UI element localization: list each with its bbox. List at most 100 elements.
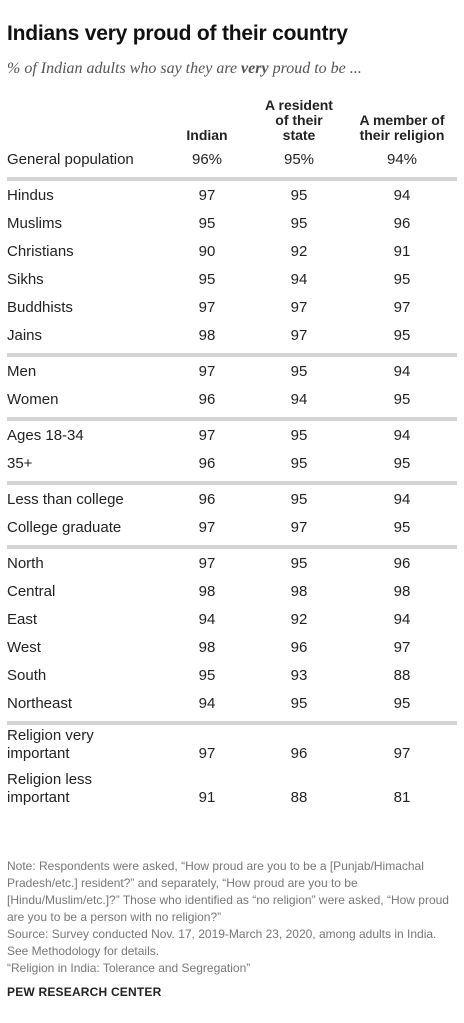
- table-cell: 97: [198, 427, 216, 444]
- table-cell: 94: [393, 611, 411, 628]
- table-cell: 81: [393, 789, 411, 806]
- table-cell: 96%: [191, 151, 223, 168]
- row-label: North: [7, 555, 44, 572]
- row-label: Religion less important: [7, 771, 157, 807]
- table-cell: 97: [393, 745, 411, 762]
- row-label: General population: [7, 151, 134, 168]
- table-cell: 95: [393, 695, 411, 712]
- table-row: West 98 96 97: [7, 635, 457, 663]
- table-row: Christians 90 92 91: [7, 239, 457, 267]
- table-cell: 94: [393, 187, 411, 204]
- column-header-line: Indian: [186, 127, 228, 143]
- table-cell: 96: [198, 391, 216, 408]
- column-header-line: their religion: [359, 127, 445, 143]
- row-label: Religion very important: [7, 727, 157, 763]
- row-label: Women: [7, 391, 59, 408]
- row-label: Men: [7, 363, 37, 380]
- table-cell: 95: [393, 327, 411, 344]
- table-row: Women 96 94 95: [7, 387, 457, 415]
- column-header-line: state: [282, 127, 316, 143]
- row-label-line: important: [7, 745, 70, 762]
- row-label: Northeast: [7, 695, 73, 712]
- table-row: Religion less important 91 88 81: [7, 771, 457, 815]
- table-cell: 92: [290, 611, 308, 628]
- group-separator: [7, 545, 457, 549]
- row-label: West: [7, 639, 41, 656]
- table-row: General population 96% 95% 94%: [7, 147, 457, 175]
- table-cell: 97: [290, 299, 308, 316]
- row-label-line: important: [7, 789, 70, 806]
- table-cell: 95: [290, 187, 308, 204]
- table-cell: 97: [198, 519, 216, 536]
- subtitle-emphasis: very: [241, 60, 269, 77]
- table-cell: 95: [290, 363, 308, 380]
- table-cell: 98: [198, 327, 216, 344]
- table-cell: 98: [198, 639, 216, 656]
- table-cell: 95: [290, 455, 308, 472]
- row-label: Less than college: [7, 491, 124, 508]
- table-cell: 96: [290, 745, 308, 762]
- table-cell: 94: [290, 391, 308, 408]
- table-cell: 96: [290, 639, 308, 656]
- table-row: Religion very important 97 96 97: [7, 727, 457, 771]
- table-cell: 97: [198, 187, 216, 204]
- table-row: Muslims 95 95 96: [7, 211, 457, 239]
- row-label: Jains: [7, 327, 43, 344]
- row-label: Central: [7, 583, 56, 600]
- subtitle-post: proud to be ...: [268, 60, 362, 77]
- table-cell: 96: [393, 555, 411, 572]
- row-label: Ages 18-34: [7, 427, 84, 444]
- table-cell: 95: [198, 667, 216, 684]
- table-row: Jains 98 97 95: [7, 323, 457, 351]
- column-header-line: A resident: [265, 97, 333, 113]
- group-separator: [7, 481, 457, 485]
- table-cell: 94: [198, 611, 216, 628]
- table-cell: 95: [290, 427, 308, 444]
- row-label: Christians: [7, 243, 74, 260]
- table-row: Less than college 96 95 94: [7, 487, 457, 515]
- table-row: Buddhists 97 97 97: [7, 295, 457, 323]
- table-cell: 98: [393, 583, 411, 600]
- table-row: Central 98 98 98: [7, 579, 457, 607]
- table-cell: 94: [393, 363, 411, 380]
- table-cell: 95%: [283, 151, 315, 168]
- table-cell: 91: [198, 789, 216, 806]
- row-label: Muslims: [7, 215, 62, 232]
- table-cell: 95: [290, 491, 308, 508]
- row-label: 35+: [7, 455, 33, 472]
- report-title: “Religion in India: Tolerance and Segreg…: [7, 961, 251, 975]
- notes: Note: Respondents were asked, “How proud…: [7, 858, 455, 977]
- column-header-line: of their: [275, 112, 323, 128]
- row-label: East: [7, 611, 38, 628]
- table-cell: 95: [198, 271, 216, 288]
- table-cell: 98: [198, 583, 216, 600]
- row-label: South: [7, 667, 47, 684]
- table-cell: 96: [198, 455, 216, 472]
- table-row: 35+ 96 95 95: [7, 451, 457, 479]
- table-cell: 94: [393, 427, 411, 444]
- row-label: Buddhists: [7, 299, 73, 316]
- table-cell: 94: [198, 695, 216, 712]
- table-cell: 95: [290, 215, 308, 232]
- table-cell: 97: [290, 519, 308, 536]
- table-cell: 97: [393, 299, 411, 316]
- source-text: Source: Survey conducted Nov. 17, 2019-M…: [7, 927, 437, 958]
- table-cell: 96: [393, 215, 411, 232]
- chart-title: Indians very proud of their country: [7, 22, 348, 45]
- group-separator: [7, 417, 457, 421]
- table-cell: 98: [290, 583, 308, 600]
- row-label: Sikhs: [7, 271, 44, 288]
- table-row: Sikhs 95 94 95: [7, 267, 457, 295]
- table-cell: 94: [290, 271, 308, 288]
- table-cell: 88: [393, 667, 411, 684]
- column-header: A resident of their state: [239, 98, 359, 143]
- table-row: North 97 95 96: [7, 551, 457, 579]
- chart-subtitle: % of Indian adults who say they are very…: [7, 60, 362, 78]
- table-row: Men 97 95 94: [7, 359, 457, 387]
- table-cell: 96: [198, 491, 216, 508]
- note-text: Note: Respondents were asked, “How proud…: [7, 859, 449, 924]
- row-label: Hindus: [7, 187, 54, 204]
- column-header: A member of their religion: [342, 113, 462, 143]
- table-cell: 93: [290, 667, 308, 684]
- group-separator: [7, 177, 457, 181]
